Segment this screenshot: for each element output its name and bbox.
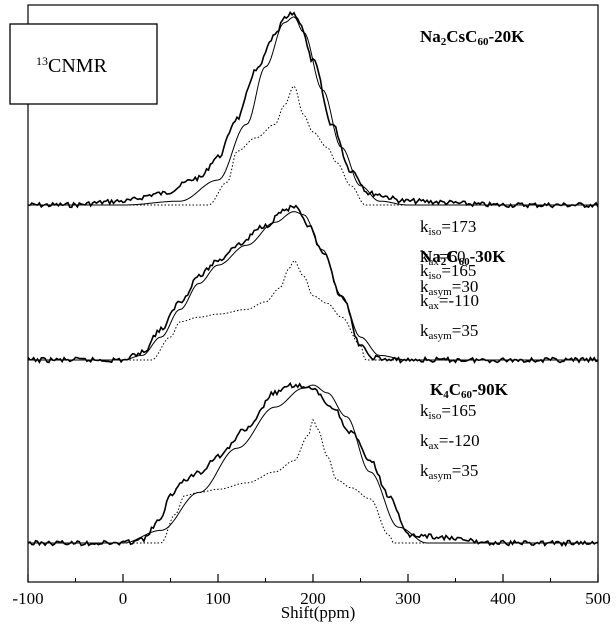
sample-label: Na2CsC60-20K — [420, 27, 525, 48]
parameter-label: kasym=35 — [420, 321, 478, 342]
parameter-label: kasym=35 — [420, 461, 478, 482]
x-axis-label: Shift(ppm) — [281, 603, 356, 622]
nucleus-label: 13CNMR — [36, 54, 108, 77]
x-tick-label: 400 — [490, 589, 516, 608]
parameter-label: kax=-120 — [420, 431, 480, 452]
legend-box-border — [9, 23, 158, 105]
parameter-label: kax=-110 — [420, 291, 479, 312]
parameter-label: kiso=165 — [420, 261, 476, 282]
experimental-spectrum-curve — [27, 204, 599, 365]
x-tick-label: 200 — [300, 589, 326, 608]
x-tick-label: -100 — [12, 589, 43, 608]
parameter-label: kasym=30 — [420, 277, 478, 298]
nucleus-label-box: 13CNMR — [9, 23, 158, 105]
parameter-label: kiso=173 — [420, 217, 476, 238]
fit-spectrum-curve — [28, 16, 598, 206]
spectra-curves — [27, 11, 599, 547]
sample-label: Na2C60-30K — [420, 247, 506, 268]
experimental-spectrum-curve — [27, 381, 599, 547]
fit-spectrum-curve — [28, 384, 598, 544]
static-spectrum-curve — [28, 259, 598, 361]
parameter-label: kax=60 — [420, 247, 465, 268]
x-tick-label: 100 — [205, 589, 231, 608]
x-tick-label: 500 — [585, 589, 611, 608]
experimental-spectrum-curve — [27, 11, 599, 209]
parameter-label: kiso=165 — [420, 401, 476, 422]
fit-spectrum-curve — [28, 211, 598, 361]
sample-label: K4C60-90K — [430, 380, 509, 401]
x-tick-label: 0 — [119, 589, 128, 608]
x-tick-label: 300 — [395, 589, 421, 608]
static-spectrum-curve — [28, 418, 598, 544]
panel-labels: Na2CsC60-20K kiso=173 kax=60 kasym=30 Na2C60… — [420, 27, 525, 482]
x-axis-ticks: -100 0 100 200 300 400 500 — [12, 574, 611, 608]
